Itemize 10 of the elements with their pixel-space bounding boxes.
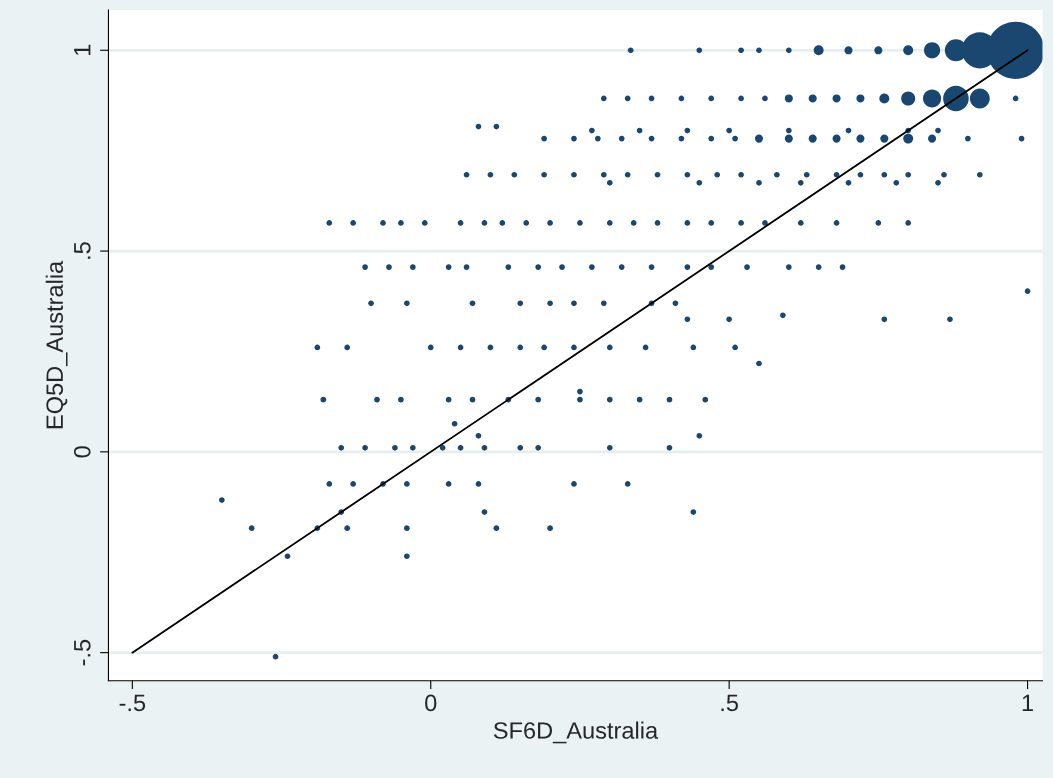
x-tick-label: 0 (425, 694, 437, 712)
y-tick-label: 0 (73, 446, 91, 458)
x-tick-label: -.5 (119, 694, 146, 712)
y-tick-label: -.5 (74, 639, 91, 666)
x-tick-label: 1 (1022, 694, 1033, 712)
x-axis-title: SF6D_Australia (493, 721, 659, 744)
y-tick-label: .5 (74, 242, 91, 259)
x-tick-label: .5 (721, 694, 738, 712)
y-tick-label: 1 (74, 44, 91, 56)
y-axis-title: EQ5D_Australia (45, 260, 68, 429)
